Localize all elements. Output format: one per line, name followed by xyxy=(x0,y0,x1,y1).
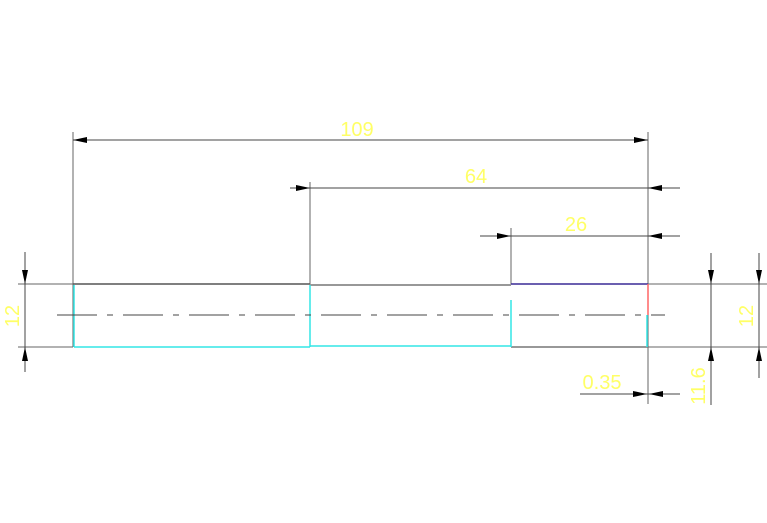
dimension-lines xyxy=(22,137,762,405)
dim-inner-diameter: 11.6 xyxy=(688,367,710,404)
dim-left-diameter: 12 xyxy=(2,305,24,327)
dim-offset: 0.35 xyxy=(583,372,622,394)
dim-overall-length: 109 xyxy=(340,119,373,141)
dim-middle-length: 64 xyxy=(465,166,487,188)
extension-lines xyxy=(18,132,767,404)
shaft-outline xyxy=(73,283,649,348)
dim-right-length: 26 xyxy=(565,214,587,236)
dim-right-diameter: 12 xyxy=(736,305,758,327)
